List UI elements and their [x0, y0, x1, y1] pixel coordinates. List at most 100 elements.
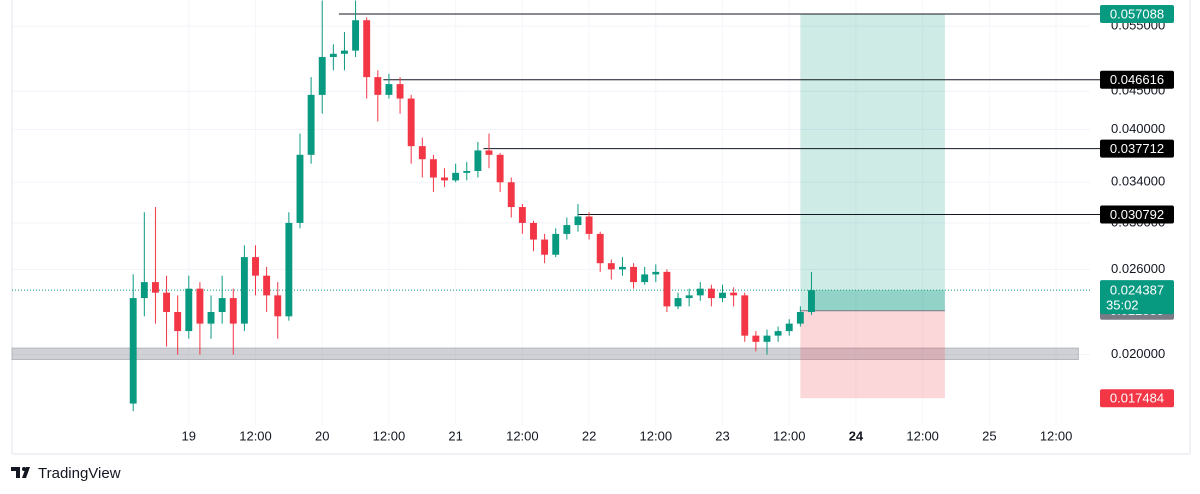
candle-body — [574, 216, 582, 226]
candle-body — [396, 84, 404, 99]
candle-body — [630, 266, 638, 283]
candle-body — [307, 94, 315, 155]
logo-dot — [22, 467, 26, 471]
level-label-bg — [1100, 205, 1174, 224]
candle-body — [641, 274, 649, 283]
candle-body — [407, 98, 415, 147]
level-label-bg — [1100, 70, 1174, 89]
last-price-label: 0.024387 — [1110, 283, 1164, 298]
x-tick-label: 25 — [982, 428, 996, 443]
candle-body — [719, 292, 726, 299]
candle-body — [263, 275, 271, 296]
candle-body — [607, 263, 615, 270]
candle-body — [663, 271, 671, 307]
candle-body — [563, 225, 571, 234]
candle-body — [374, 77, 382, 95]
x-tick-label: 12:00 — [373, 428, 406, 443]
candle-body — [129, 298, 137, 404]
candle-body — [685, 295, 693, 299]
candle-body — [552, 233, 560, 255]
candle-body — [774, 331, 782, 336]
candle-body — [618, 266, 626, 270]
candle-body — [474, 150, 482, 171]
candle-body — [652, 271, 660, 275]
x-tick-label: 23 — [715, 428, 729, 443]
candle-body — [441, 177, 448, 181]
x-tick-label: 20 — [315, 428, 329, 443]
candle-body — [352, 20, 360, 51]
candle-body — [218, 298, 226, 313]
candle-body — [741, 295, 749, 336]
candle-body — [530, 222, 537, 240]
candle-body — [341, 50, 348, 54]
candle-body — [418, 146, 426, 160]
candle-body — [196, 288, 204, 324]
candle-body — [229, 298, 237, 324]
position-profit-zone — [800, 13, 945, 311]
candle-body — [485, 150, 493, 155]
y-tick-label: 0.040000 — [1111, 121, 1165, 136]
position-open-pnl — [811, 290, 945, 311]
candle-body — [252, 257, 259, 276]
candle-body — [285, 222, 293, 317]
y-tick-label: 0.020000 — [1111, 346, 1165, 361]
candle-body — [541, 239, 549, 255]
level-label-bg — [1100, 4, 1174, 23]
candle-body — [763, 335, 771, 342]
candle-body — [752, 335, 760, 342]
candle-body — [318, 57, 326, 95]
logo-icon — [11, 467, 30, 478]
candle-body — [730, 292, 738, 296]
stop-label-bg — [1100, 389, 1174, 408]
candle-body — [707, 288, 715, 299]
x-tick-label: 12:00 — [906, 428, 939, 443]
candle-body — [696, 288, 704, 296]
candle-body — [151, 282, 159, 293]
stop-label: 0.017484 — [1110, 391, 1164, 406]
y-tick-label: 0.026000 — [1111, 261, 1165, 276]
candle-body — [463, 170, 471, 173]
candle-body — [518, 207, 526, 223]
support-band — [11, 347, 1079, 360]
x-tick-label: 24 — [849, 428, 864, 443]
candle-body — [429, 159, 437, 178]
last-price-label-bg — [1100, 280, 1174, 315]
level-label: 0.030792 — [1110, 207, 1164, 222]
candle-body — [596, 233, 604, 264]
candle-body — [674, 298, 682, 307]
x-tick-label: 12:00 — [239, 428, 272, 443]
level-label: 0.057088 — [1110, 6, 1164, 21]
candle-body — [163, 292, 171, 313]
candle-body — [240, 257, 248, 324]
level-label: 0.037712 — [1110, 141, 1164, 156]
candle-body — [796, 312, 804, 324]
candle-body — [140, 282, 148, 299]
level-label: 0.046616 — [1110, 72, 1164, 87]
candle-body — [585, 216, 593, 234]
x-tick-label: 12:00 — [773, 428, 806, 443]
position-loss-zone — [800, 310, 945, 399]
candle-body — [185, 288, 193, 332]
x-tick-label: 22 — [582, 428, 596, 443]
candle-body — [808, 290, 815, 313]
candle-body — [507, 182, 515, 208]
countdown-label: 35:02 — [1106, 298, 1139, 313]
candle-body — [385, 84, 393, 95]
x-tick-label: 19 — [182, 428, 196, 443]
brand-logo — [11, 467, 30, 478]
candle-body — [274, 295, 282, 317]
y-tick-label: 0.034000 — [1111, 174, 1165, 189]
brand-name: TradingView — [38, 465, 121, 482]
candle-body — [296, 154, 304, 223]
candle-body — [363, 20, 371, 78]
candle-body — [329, 53, 337, 58]
x-tick-label: 12:00 — [506, 428, 539, 443]
x-tick-label: 21 — [448, 428, 462, 443]
level-label-bg — [1100, 139, 1174, 158]
candle-body — [174, 312, 182, 332]
candle-body — [207, 312, 215, 324]
candle-body — [785, 323, 793, 332]
x-tick-label: 12:00 — [640, 428, 673, 443]
x-tick-label: 12:00 — [1040, 428, 1073, 443]
